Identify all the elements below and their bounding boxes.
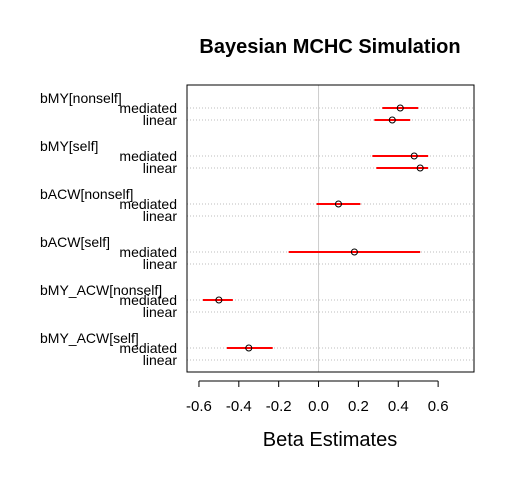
x-tick-label: 0.6 xyxy=(428,398,449,415)
chart-title: Bayesian MCHC Simulation xyxy=(199,36,460,58)
row-label: mediated xyxy=(119,100,177,116)
estimate-point xyxy=(388,116,396,124)
estimate-point xyxy=(215,296,223,304)
row-label: linear xyxy=(143,160,178,176)
x-tick-label: 0.4 xyxy=(388,398,409,415)
x-axis-label: Beta Estimates xyxy=(263,429,398,451)
plot-area: bMY[nonself]mediatedlinearbMY[self]media… xyxy=(40,84,475,415)
row-label: mediated xyxy=(119,148,177,164)
group-label: bMY[nonself] xyxy=(40,90,122,106)
row-label: linear xyxy=(143,256,178,272)
x-tick-label: 0.0 xyxy=(308,398,329,415)
row-label: linear xyxy=(143,304,178,320)
estimate-point xyxy=(245,344,253,352)
row-label: mediated xyxy=(119,292,177,308)
estimate-point xyxy=(334,200,342,208)
x-tick-label: -0.2 xyxy=(266,398,292,415)
estimate-point xyxy=(350,248,358,256)
x-tick-label: 0.2 xyxy=(348,398,369,415)
group-label: bMY_ACW[self] xyxy=(40,330,139,346)
row-label: mediated xyxy=(119,244,177,260)
estimate-point xyxy=(396,104,404,112)
row-label: linear xyxy=(143,112,178,128)
plot-frame xyxy=(186,84,475,373)
estimate-point xyxy=(416,164,424,172)
group-label: bMY[self] xyxy=(40,138,98,154)
group-label: bACW[self] xyxy=(40,234,110,250)
row-label: mediated xyxy=(119,340,177,356)
row-label: mediated xyxy=(119,196,177,212)
estimate-point xyxy=(410,152,418,160)
x-tick-label: -0.6 xyxy=(186,398,212,415)
row-label: linear xyxy=(143,208,178,224)
group-label: bMY_ACW[nonself] xyxy=(40,282,162,298)
x-tick-label: -0.4 xyxy=(226,398,252,415)
group-label: bACW[nonself] xyxy=(40,186,133,202)
row-label: linear xyxy=(143,352,178,368)
